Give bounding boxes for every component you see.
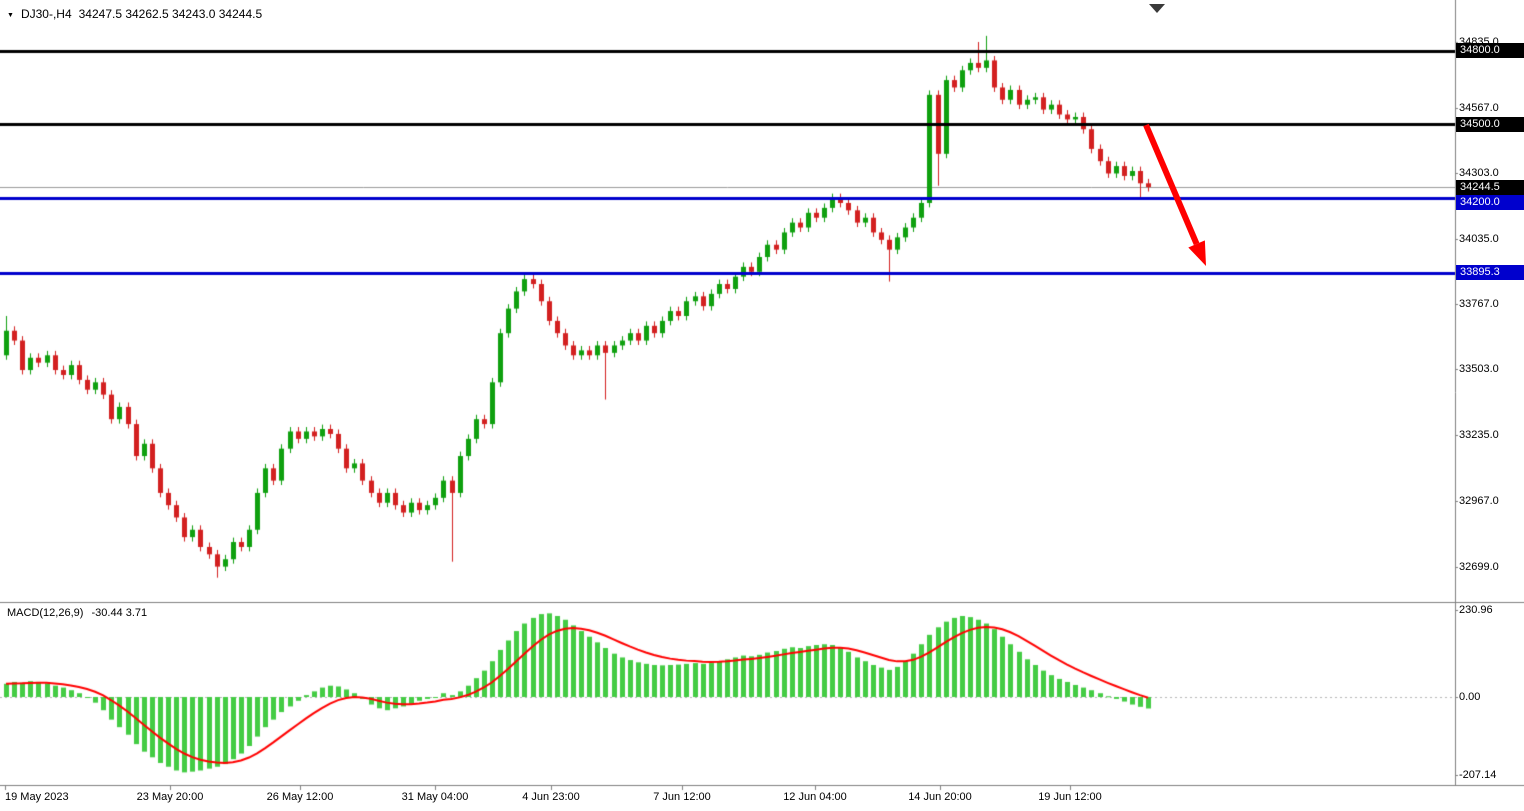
macd-name: MACD(12,26,9) [7, 607, 84, 619]
symbol-info-bar: ▼ DJ30-,H4 34247.5 34262.5 34243.0 34244… [7, 7, 262, 21]
symbol-timeframe-label: DJ30-,H4 [20, 7, 72, 21]
macd-values: -30.44 3.71 [91, 607, 148, 619]
price-level-tag: 34500.0 [1456, 116, 1524, 132]
macd-tick-label: 230.96 [1459, 603, 1493, 616]
macd-tick-label: 0.00 [1459, 691, 1481, 703]
ohlc-values: 34247.5 34262.5 34243.0 34244.5 [78, 7, 263, 21]
time-axis-label: 26 May 12:00 [266, 791, 334, 803]
price-tick-label: 34035.0 [1459, 232, 1499, 245]
price-tick-label: 33503.0 [1459, 363, 1499, 376]
time-axis-label: 31 May 04:00 [401, 791, 469, 803]
price-tick-label: 33235.0 [1459, 429, 1499, 442]
macd-indicator-label: MACD(12,26,9) -30.44 3.71 [7, 607, 147, 619]
time-axis-label: 23 May 20:00 [136, 791, 204, 803]
time-axis-label: 4 Jun 23:00 [522, 791, 580, 803]
chevron-down-icon[interactable]: ▼ [7, 11, 14, 19]
macd-tick-label: -207.14 [1459, 769, 1497, 782]
time-axis-label: 19 Jun 12:00 [1038, 791, 1102, 803]
chart-shift-marker-icon[interactable] [1149, 4, 1165, 13]
time-axis-label: 14 Jun 20:00 [908, 791, 972, 803]
price-tick-label: 34567.0 [1459, 101, 1499, 114]
price-level-tag: 34244.5 [1456, 179, 1524, 195]
price-tick-label: 32967.0 [1459, 495, 1499, 507]
price-tick-label: 34303.0 [1459, 166, 1499, 179]
price-level-tag: 34200.0 [1456, 194, 1524, 210]
time-axis-label: 7 Jun 12:00 [653, 791, 711, 803]
price-level-tag: 33895.3 [1456, 265, 1524, 281]
price-tick-label: 32699.0 [1459, 560, 1499, 573]
price-level-tag: 34800.0 [1456, 43, 1524, 59]
time-axis-label: 19 May 2023 [5, 791, 69, 803]
price-tick-label: 33767.0 [1459, 298, 1499, 311]
time-axis-label: 12 Jun 04:00 [783, 791, 847, 803]
